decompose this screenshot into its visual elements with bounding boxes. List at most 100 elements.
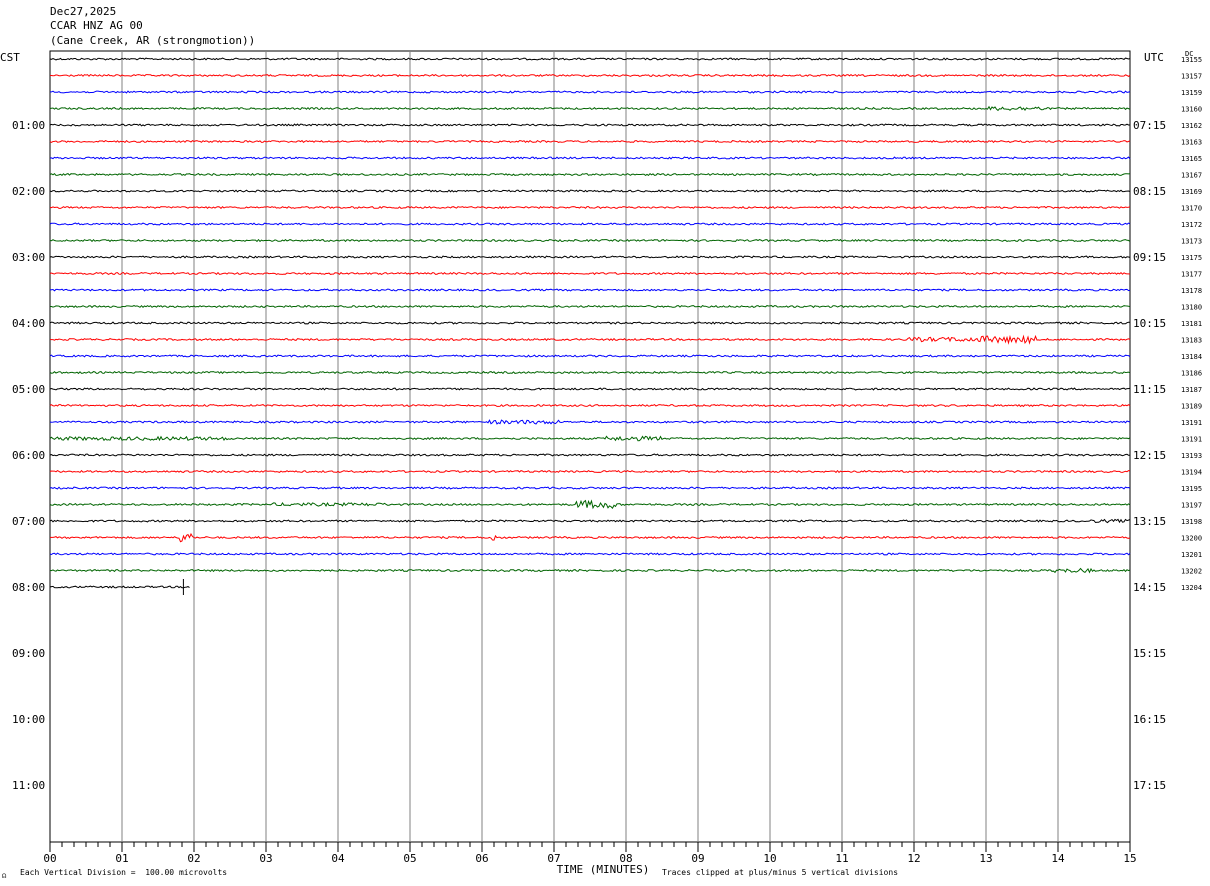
trace-line [49,205,1131,210]
dc-offset-label: 13183 [1181,337,1202,345]
minute-gridlines [121,51,1059,842]
left-hour-label: 02:00 [12,185,45,198]
trace-line [49,435,1131,442]
dc-label: DC [1185,50,1193,58]
left-hour-label: 10:00 [12,713,45,726]
trace-line [49,172,1131,177]
left-hour-label: 09:00 [12,647,45,660]
station-code: CCAR HNZ AG 00 [50,19,143,32]
trace-line [49,139,1131,144]
left-hour-label: 03:00 [12,251,45,264]
trace-line [49,222,1131,226]
trace-line [49,518,1131,524]
right-hour-label: 13:15 [1133,515,1166,528]
dc-offset-label: 13177 [1181,271,1202,279]
trace-line [49,105,1131,112]
dc-offset-label: 13186 [1181,370,1202,378]
x-tick-label: 05 [403,852,416,865]
dc-offset-label: 13160 [1181,106,1202,114]
plot-frame [49,50,1131,843]
dc-offset-label: 13170 [1181,205,1202,213]
trace-line [49,238,1131,243]
trace-line [49,403,1131,408]
dc-offset-label: 13169 [1181,188,1202,196]
x-tick-label: 02 [187,852,200,865]
dc-offset-label: 13178 [1181,287,1202,295]
x-tick-label: 14 [1051,852,1065,865]
left-hour-label: 08:00 [12,581,45,594]
x-tick-label: 09 [691,852,704,865]
dc-offset-label: 13165 [1181,155,1202,163]
right-hour-label: 10:15 [1133,317,1166,330]
x-tick-label: 04 [331,852,345,865]
x-tick-label: 15 [1123,852,1136,865]
dc-offset-label: 13194 [1181,469,1202,477]
trace-line [49,567,1131,574]
trace-line [49,370,1131,375]
trace-line [49,552,1131,556]
trace-line [49,486,1131,490]
x-tick-label: 08 [619,852,632,865]
trace-line [49,387,1131,391]
x-tick-label: 11 [835,852,848,865]
trace-line [50,73,1131,78]
trace-line [49,156,1131,160]
dc-offset-label: 13189 [1181,403,1202,411]
x-tick-label: 13 [979,852,992,865]
left-hour-label: 01:00 [12,119,45,132]
left-hour-label: 05:00 [12,383,45,396]
trace-line [49,469,1131,474]
seismic-traces [49,57,1131,595]
trace-line [50,304,1131,309]
dc-offset-label: 13200 [1181,535,1202,543]
trace-line [49,255,1131,259]
station-location: (Cane Creek, AR (strongmotion)) [50,34,256,47]
dc-offset-label: 13191 [1181,419,1202,427]
left-hour-label: 06:00 [12,449,45,462]
footer-clip-note: Traces clipped at plus/minus 5 vertical … [662,868,899,877]
right-hour-label: 12:15 [1133,449,1166,462]
left-hour-label: 07:00 [12,515,45,528]
dc-offset-label: 13202 [1181,568,1202,576]
dc-offset-label: 13197 [1181,502,1202,510]
right-hour-label: 07:15 [1133,119,1166,132]
axis-labels: CST UTC DC 01:00 02:00 03:00 04:00 05:00 06:00 07… [0,50,1202,792]
trace-line [49,189,1131,193]
right-hour-label: 15:15 [1133,647,1166,660]
trace-line [49,419,1131,425]
trace-line [49,585,190,589]
right-hour-label: 11:15 [1133,383,1166,396]
dc-offset-label: 13157 [1181,73,1202,81]
right-hour-label: 08:15 [1133,185,1166,198]
dc-offset-label: 13195 [1181,485,1202,493]
trace-line [49,123,1130,127]
right-hour-label: 16:15 [1133,713,1166,726]
left-zone-label: CST [0,51,20,64]
record-date: Dec27,2025 [50,5,117,18]
left-hour-label: 04:00 [12,317,45,330]
right-hour-label: 09:15 [1133,251,1166,264]
trace-line [49,271,1131,276]
dc-offset-label: 13201 [1181,551,1202,559]
dc-offset-label: 13193 [1181,452,1202,460]
dc-offset-label: 13173 [1181,238,1202,246]
x-tick-label: 07 [547,852,560,865]
right-hour-label: 17:15 [1133,779,1166,792]
right-hour-label: 14:15 [1133,581,1166,594]
trace-line [49,90,1131,94]
trace-line [49,453,1130,457]
left-hour-label: 11:00 [12,779,45,792]
dc-offset-label: 13163 [1181,139,1202,147]
dc-offset-label: 13187 [1181,386,1202,394]
dc-offset-label: 13155 [1181,56,1202,64]
dc-offset-label: 13172 [1181,221,1202,229]
dc-offset-label: 13175 [1181,254,1202,262]
dc-offset-label: 13162 [1181,122,1202,130]
x-tick-label: 10 [763,852,776,865]
x-tick-label: 12 [907,852,920,865]
dc-offset-label: 13181 [1181,320,1202,328]
trace-line [49,57,1131,61]
trace-line [49,321,1131,325]
footer-scale-note: Each Vertical Division = 100.00 microvol… [20,868,228,877]
